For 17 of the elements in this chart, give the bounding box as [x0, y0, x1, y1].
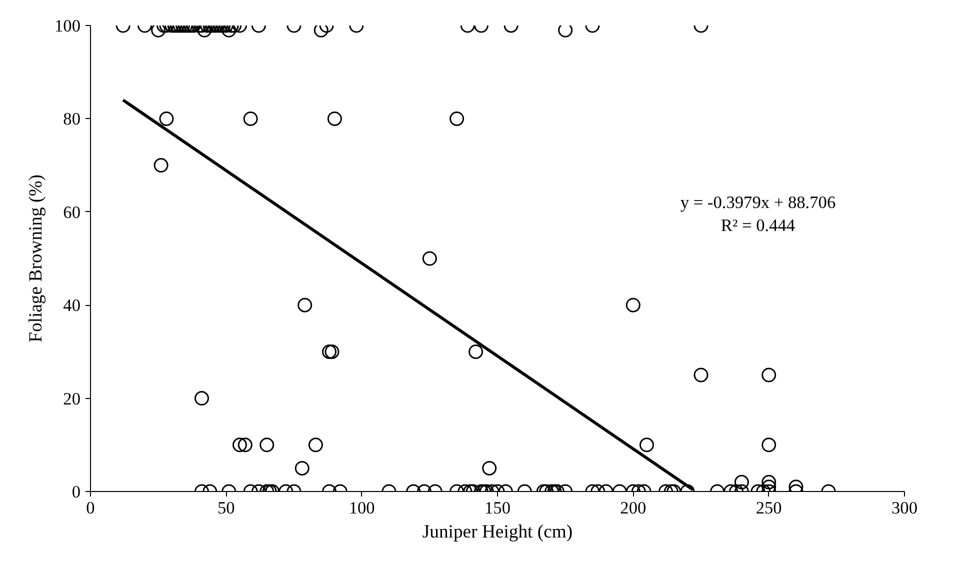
- x-tick-label: 50: [218, 498, 235, 518]
- y-tick-label: 40: [63, 296, 80, 316]
- y-tick-label: 80: [63, 110, 80, 129]
- y-tick-label: 100: [54, 16, 81, 36]
- y-tick-label: 0: [72, 482, 81, 502]
- annotation: y = -0.3979x + 88.706: [680, 192, 836, 212]
- annotation: R² = 0.444: [720, 216, 796, 236]
- x-tick-label: 200: [620, 498, 646, 518]
- x-tick-label: 100: [348, 498, 375, 518]
- x-axis-title: Juniper Height (cm): [422, 522, 573, 542]
- y-tick-label: 20: [63, 389, 80, 408]
- x-tick-label: 250: [756, 498, 782, 518]
- y-axis-title: Foliage Browning (%): [26, 174, 47, 342]
- x-tick-label: 300: [892, 498, 918, 518]
- x-tick-label: 150: [484, 498, 511, 518]
- y-tick-label: 60: [63, 202, 80, 222]
- x-tick-label: 0: [86, 498, 95, 518]
